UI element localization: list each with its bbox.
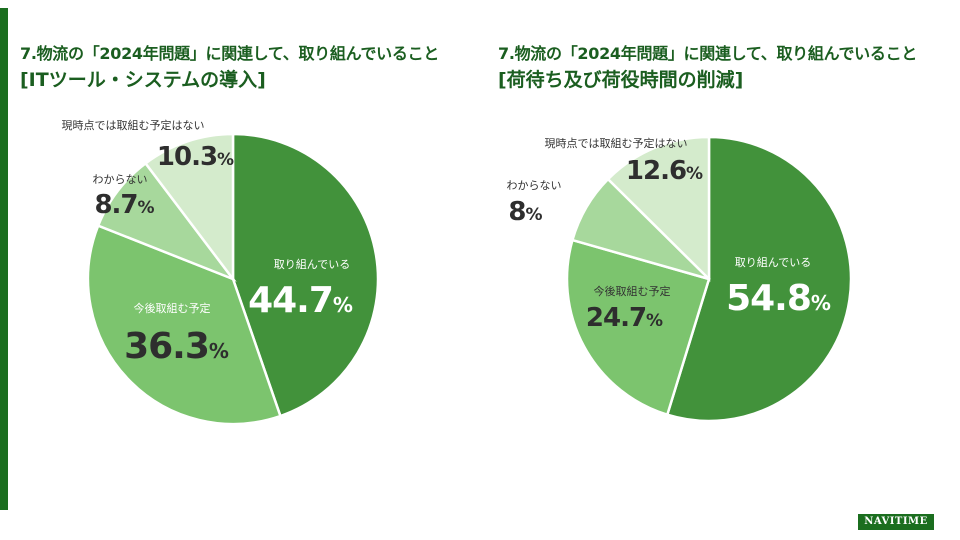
slice-planned: [565, 238, 711, 417]
slice-none: [143, 132, 235, 283]
chart-title: 7.物流の「2024年問題」に関連して、取り組んでいること [ITツール・システ…: [20, 42, 478, 94]
chart-subtitle: [ITツール・システムの導入]: [20, 69, 266, 91]
slice-label: 今後取組む予定: [134, 301, 211, 315]
slice-label: 現時点では取組む予定はない: [62, 118, 205, 132]
slice-planned: [86, 223, 282, 426]
slice-label: わからない: [93, 173, 148, 186]
pie-chart-it-tools: 取り組んでいる44.7%今後取組む予定36.3%わからない8.7%現時点では取組…: [62, 118, 380, 426]
slice-label: 取り組んでいる: [735, 256, 811, 269]
chart-title-line: 7.物流の「2024年問題」に関連して、取り組んでいること: [498, 44, 917, 63]
slice-none: [606, 135, 711, 282]
chart-title-line: 7.物流の「2024年問題」に関連して、取り組んでいること: [20, 44, 439, 63]
navitime-logo: NAVITIME: [858, 514, 934, 530]
slice-label: わからない: [507, 179, 562, 192]
slice-label: 今後取組む予定: [594, 284, 671, 298]
slice-value: 44.7%: [248, 280, 353, 321]
slice-value: 8%: [508, 197, 542, 227]
chart-title: 7.物流の「2024年問題」に関連して、取り組んでいること [荷待ち及び荷役時間…: [498, 42, 958, 94]
slice-doing: [231, 132, 380, 418]
accent-bar: [0, 8, 8, 510]
chart-subtitle: [荷待ち及び荷役時間の削減]: [498, 69, 744, 91]
slice-label: 現時点では取組む予定はない: [545, 136, 688, 150]
chart-panel-right: 7.物流の「2024年問題」に関連して、取り組んでいること [荷待ち及び荷役時間…: [480, 0, 960, 540]
slice-label: 取り組んでいる: [274, 258, 350, 271]
pie-chart-waiting-time: 取り組んでいる54.8%今後取組む予定24.7%わからない8%現時点では取組む予…: [507, 135, 853, 423]
slice-doing: [665, 135, 853, 423]
chart-panel-left: 7.物流の「2024年問題」に関連して、取り組んでいること [ITツール・システ…: [20, 42, 478, 426]
